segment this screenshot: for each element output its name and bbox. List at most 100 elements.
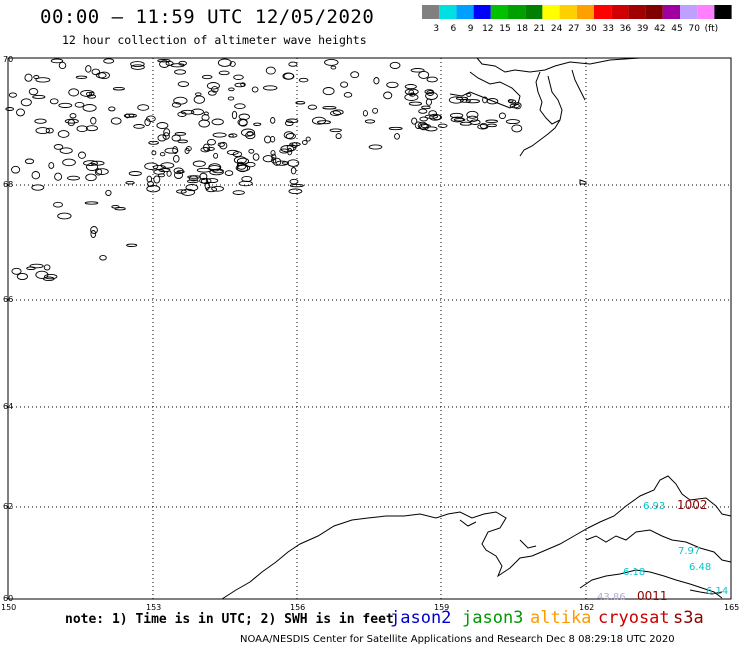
ice-floe-outline bbox=[211, 185, 224, 192]
ice-floe-outline bbox=[248, 148, 255, 154]
ice-floe-outline bbox=[171, 102, 182, 108]
ice-floe-outline bbox=[35, 77, 51, 83]
ice-floe-outline bbox=[383, 91, 393, 100]
ice-floe-outline bbox=[86, 162, 99, 171]
color-scale-label: 33 bbox=[602, 24, 613, 34]
ice-floe-outline bbox=[245, 131, 256, 140]
ice-floe-outline bbox=[233, 74, 244, 80]
ice-floe-outline bbox=[498, 112, 506, 120]
observation-label: 0011 bbox=[637, 589, 668, 603]
color-scale-swatch bbox=[525, 5, 543, 19]
ice-floe-outline bbox=[128, 171, 142, 176]
ice-floe-outline bbox=[270, 117, 276, 124]
ice-floe-outline bbox=[386, 81, 399, 89]
color-scale-label: 12 bbox=[482, 24, 493, 34]
ice-floe-outline bbox=[330, 110, 341, 117]
ice-floe-outline bbox=[83, 160, 98, 166]
ice-floe-outline bbox=[419, 116, 428, 122]
ice-floe-outline bbox=[240, 128, 256, 137]
color-scale-swatch bbox=[456, 5, 474, 19]
ice-floe-outline bbox=[50, 58, 64, 64]
ice-floe-outline bbox=[364, 119, 376, 124]
ice-floe-outline bbox=[290, 167, 297, 175]
ice-floe-outline bbox=[301, 140, 308, 145]
ice-floe-outline bbox=[173, 154, 180, 163]
ice-floe-outline bbox=[218, 70, 230, 76]
ice-floe-outline bbox=[67, 119, 75, 127]
ice-floe-outline bbox=[86, 91, 92, 97]
graticule bbox=[8, 58, 731, 599]
ice-floe-outline bbox=[469, 119, 481, 125]
color-scale-label: 9 bbox=[468, 24, 474, 34]
ice-floe-outline bbox=[209, 169, 224, 176]
ice-floe-outline bbox=[156, 122, 169, 129]
ice-floe-outline bbox=[177, 139, 188, 144]
ice-floe-outline bbox=[228, 133, 234, 138]
ice-floe-outline bbox=[421, 105, 431, 110]
ice-floe-outline bbox=[437, 123, 448, 128]
ice-floe-outline bbox=[212, 132, 227, 138]
color-scale-swatch bbox=[490, 5, 508, 19]
ice-floe-outline bbox=[343, 92, 353, 98]
ice-floe-outline bbox=[11, 267, 22, 275]
ice-floe-outline bbox=[418, 108, 428, 114]
ice-floe-outline bbox=[340, 81, 349, 88]
color-scale-swatch bbox=[628, 5, 646, 19]
ice-floe-outline bbox=[200, 178, 212, 185]
color-scale-label: 30 bbox=[585, 24, 597, 34]
ice-floe-outline bbox=[465, 99, 480, 104]
ice-floe-outline bbox=[177, 111, 187, 117]
color-scale-label: 36 bbox=[620, 24, 632, 34]
ice-floe-outline bbox=[130, 61, 145, 68]
ice-floe-outline bbox=[95, 72, 107, 79]
lon-label-159: 159 bbox=[434, 603, 449, 612]
ice-floe-outline bbox=[372, 107, 379, 114]
ice-floe-outline bbox=[174, 132, 187, 136]
ice-floe-outline bbox=[146, 185, 161, 193]
ice-floe-outline bbox=[44, 273, 58, 280]
ice-floe-outline bbox=[178, 60, 187, 66]
observation-label: 7.97 bbox=[678, 546, 700, 557]
ice-floe-outline bbox=[74, 101, 85, 108]
ice-floe-outline bbox=[130, 64, 145, 70]
color-scale-swatch bbox=[611, 5, 629, 19]
observation-label: 6.18 bbox=[623, 567, 645, 578]
ice-floe-outline bbox=[11, 165, 21, 174]
lon-label-153: 153 bbox=[146, 603, 161, 612]
ice-floe-outline bbox=[85, 125, 98, 132]
ice-floe-outline bbox=[291, 142, 298, 149]
ice-floe-outline bbox=[5, 107, 15, 111]
ice-floe-outline bbox=[31, 171, 41, 180]
ice-floe-outline bbox=[217, 142, 225, 147]
lat-label-62: 62 bbox=[3, 502, 13, 511]
ice-floe-outline bbox=[185, 184, 199, 192]
observation-label: 43.86 bbox=[597, 592, 626, 603]
ice-floe-outline bbox=[236, 157, 250, 165]
ice-floe-outline bbox=[238, 119, 248, 127]
ice-floe-outline bbox=[317, 120, 331, 125]
ice-floe-outline bbox=[211, 118, 224, 126]
ice-floe-outline bbox=[270, 150, 276, 157]
ice-floe-outline bbox=[58, 102, 73, 108]
ice-floe-outline bbox=[171, 134, 181, 142]
ice-floe-outline bbox=[206, 82, 220, 90]
ice-floe-outline bbox=[245, 161, 256, 168]
ice-floe-outline bbox=[213, 152, 219, 159]
ice-floe-outline bbox=[227, 96, 235, 101]
color-scale-label: (ft) bbox=[705, 24, 719, 34]
ice-floe-outline bbox=[425, 91, 438, 100]
ice-floe-outline bbox=[157, 59, 171, 63]
ice-floe-outline bbox=[388, 126, 403, 131]
ice-floe-outline bbox=[191, 108, 204, 116]
southern-coastline bbox=[221, 475, 732, 600]
ice-floe-outline bbox=[466, 115, 479, 123]
ice-floe-outline bbox=[324, 58, 339, 66]
ice-floe-outline bbox=[201, 74, 213, 80]
legend-altika: altika bbox=[530, 608, 592, 628]
lat-label-70: 70 bbox=[3, 55, 13, 64]
ice-floe-outline bbox=[8, 92, 17, 98]
ice-floe-outline bbox=[272, 157, 282, 166]
ice-floe-outline bbox=[76, 125, 88, 133]
ice-floe-outline bbox=[24, 158, 35, 165]
ice-floe-outline bbox=[28, 87, 39, 96]
